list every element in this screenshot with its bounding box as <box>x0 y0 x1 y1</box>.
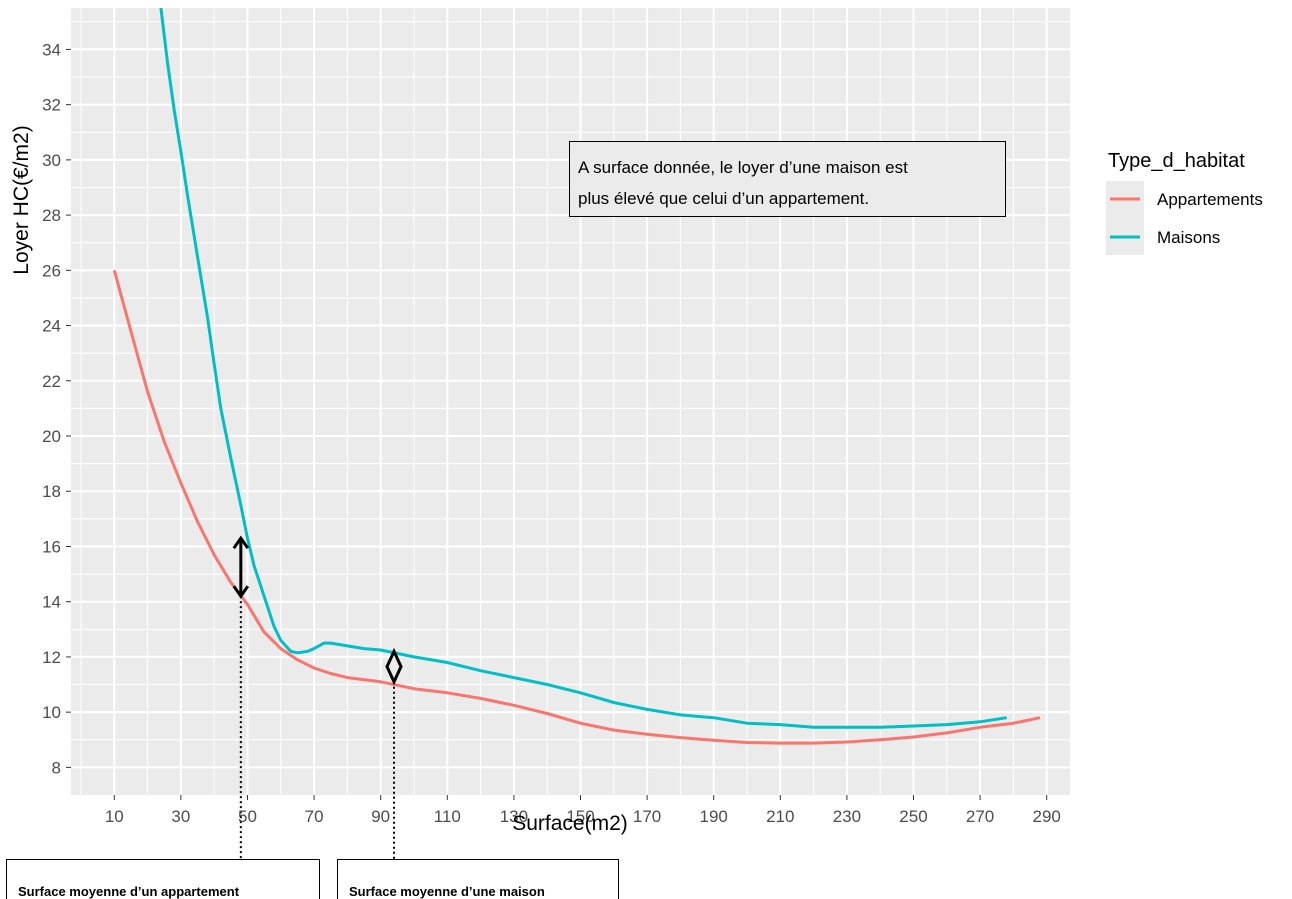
x-tick-label: 10 <box>105 807 124 826</box>
plot-panel <box>71 8 1070 795</box>
diamond-marker <box>385 647 403 686</box>
x-tick-label: 30 <box>171 807 190 826</box>
series-layer <box>112 8 1041 745</box>
x-tick-label: 170 <box>633 807 661 826</box>
x-tick-label: 250 <box>899 807 927 826</box>
legend-label-appartements: Appartements <box>1157 190 1263 209</box>
y-tick-label: 12 <box>42 648 61 667</box>
legend-label-maisons: Maisons <box>1157 228 1220 247</box>
double-arrow-head-down <box>232 585 250 599</box>
x-tick-label: 90 <box>371 807 390 826</box>
y-tick-label: 30 <box>42 151 61 170</box>
series-line-maisons <box>159 8 1007 729</box>
y-tick-label: 10 <box>42 703 61 722</box>
caption-surface-maison: Surface moyenne d’une maison <box>337 859 619 899</box>
y-tick-label: 18 <box>42 482 61 501</box>
x-tick-label: 50 <box>238 807 257 826</box>
x-tick-label: 190 <box>700 807 728 826</box>
y-tick-label: 32 <box>42 96 61 115</box>
x-tick-label: 210 <box>766 807 794 826</box>
x-tick-label: 110 <box>434 807 461 826</box>
x-tick-label: 230 <box>833 807 861 826</box>
caption-surface-appartement: Surface moyenne d’un appartement <box>6 859 320 899</box>
series-line-appartements <box>112 269 1041 745</box>
y-axis-ticks: 8 10 12 14 16 18 20 22 24 26 28 30 32 34 <box>42 40 71 777</box>
y-tick-label: 14 <box>42 593 61 612</box>
y-axis-title: Loyer HC(€/m2) <box>10 125 33 274</box>
double-arrow-head-up <box>232 535 250 550</box>
annotation-note: A surface donnée, le loyer d’une maison … <box>569 141 1006 217</box>
legend: Type_d_habitat Appartements Maisons <box>1106 150 1263 255</box>
y-tick-label: 26 <box>42 261 61 280</box>
y-tick-label: 8 <box>52 758 61 777</box>
y-tick-label: 22 <box>42 372 61 391</box>
x-tick-label: 130 <box>500 807 528 826</box>
legend-key-bg <box>1106 181 1144 255</box>
y-tick-label: 16 <box>42 537 61 556</box>
x-tick-label: 270 <box>966 807 994 826</box>
x-tick-label: 70 <box>305 807 324 826</box>
y-tick-label: 24 <box>42 317 61 336</box>
marker-layer <box>232 535 403 866</box>
x-axis-title: Surface(m2) <box>512 812 628 835</box>
y-tick-label: 20 <box>42 427 61 446</box>
x-tick-label: 150 <box>566 807 594 826</box>
legend-title: Type_d_habitat <box>1108 150 1245 172</box>
x-axis-ticks: 10 30 50 70 90 110 130 150 170 190 210 230 250 270 290 <box>105 795 1061 826</box>
x-tick-label: 290 <box>1033 807 1061 826</box>
y-tick-label: 28 <box>42 206 61 225</box>
y-tick-label: 34 <box>42 40 61 59</box>
